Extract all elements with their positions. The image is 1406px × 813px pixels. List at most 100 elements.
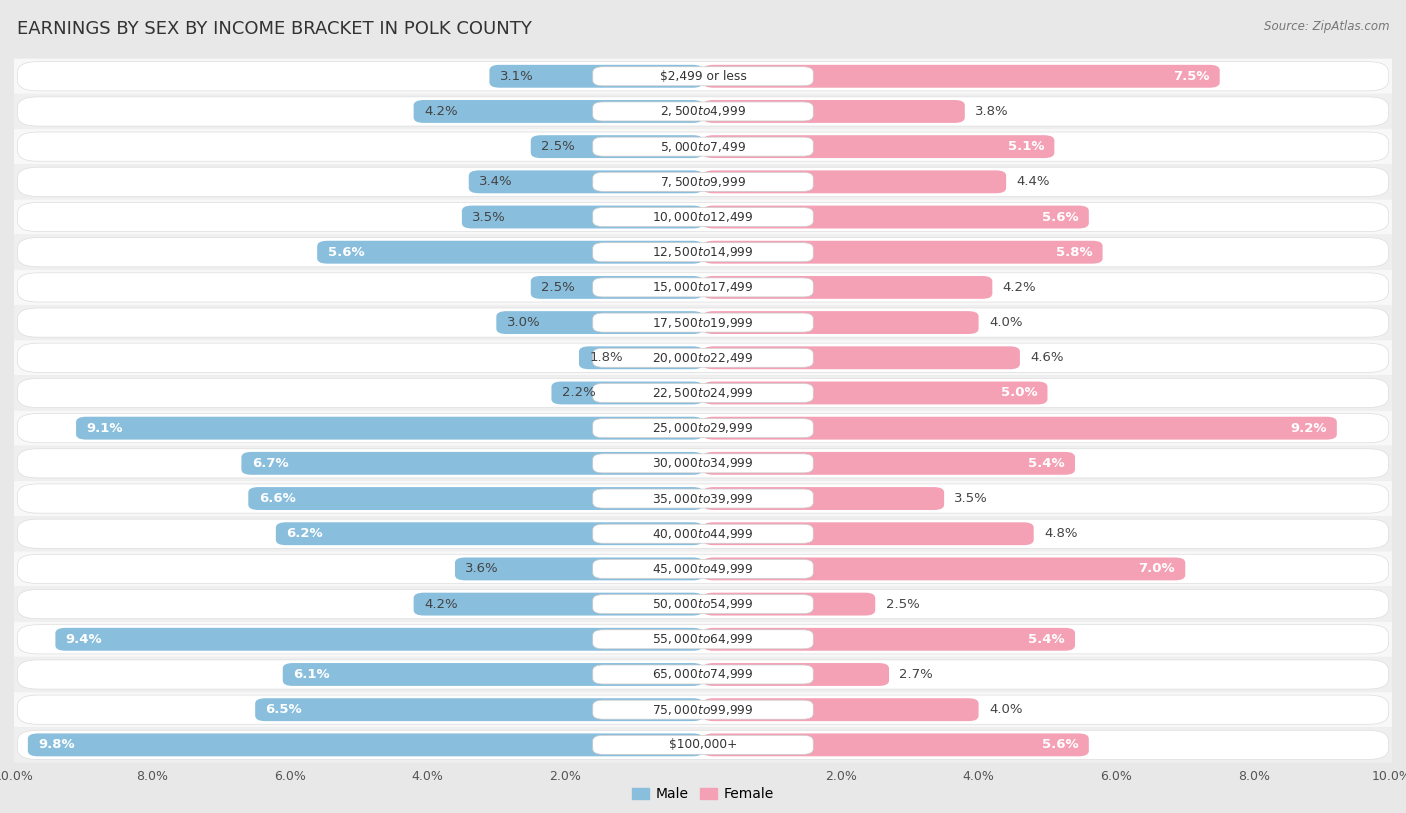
Text: Source: ZipAtlas.com: Source: ZipAtlas.com [1264,20,1389,33]
FancyBboxPatch shape [593,172,813,191]
FancyBboxPatch shape [593,67,813,85]
FancyBboxPatch shape [283,663,703,686]
Legend: Male, Female: Male, Female [627,781,779,806]
FancyBboxPatch shape [14,129,1392,164]
FancyBboxPatch shape [17,554,1389,584]
FancyBboxPatch shape [14,235,1392,270]
FancyBboxPatch shape [55,628,703,650]
Text: 4.0%: 4.0% [988,316,1022,329]
FancyBboxPatch shape [703,522,1033,546]
FancyBboxPatch shape [703,100,965,123]
Text: 1.8%: 1.8% [589,351,623,364]
FancyBboxPatch shape [17,132,1389,161]
FancyBboxPatch shape [703,135,1054,158]
FancyBboxPatch shape [703,663,889,686]
FancyBboxPatch shape [17,273,1389,302]
Text: $65,000 to $74,999: $65,000 to $74,999 [652,667,754,681]
Text: 3.1%: 3.1% [499,70,533,83]
FancyBboxPatch shape [531,135,703,158]
FancyBboxPatch shape [703,346,1019,369]
FancyBboxPatch shape [14,622,1392,657]
FancyBboxPatch shape [703,417,1337,440]
FancyBboxPatch shape [14,199,1392,235]
Text: $12,500 to $14,999: $12,500 to $14,999 [652,246,754,259]
Text: 4.8%: 4.8% [1045,527,1077,540]
FancyBboxPatch shape [14,340,1392,376]
FancyBboxPatch shape [17,730,1389,759]
FancyBboxPatch shape [456,558,703,580]
Text: $100,000+: $100,000+ [669,738,737,751]
Text: 5.6%: 5.6% [1042,211,1078,224]
FancyBboxPatch shape [593,630,813,649]
FancyBboxPatch shape [593,736,813,754]
Text: 3.5%: 3.5% [472,211,506,224]
FancyBboxPatch shape [703,452,1076,475]
Text: $20,000 to $22,499: $20,000 to $22,499 [652,350,754,365]
FancyBboxPatch shape [14,728,1392,763]
FancyBboxPatch shape [593,419,813,437]
FancyBboxPatch shape [14,692,1392,728]
FancyBboxPatch shape [703,381,1047,404]
FancyBboxPatch shape [461,206,703,228]
FancyBboxPatch shape [14,59,1392,93]
FancyBboxPatch shape [14,657,1392,692]
FancyBboxPatch shape [17,167,1389,197]
FancyBboxPatch shape [14,551,1392,586]
FancyBboxPatch shape [593,348,813,367]
Text: $5,000 to $7,499: $5,000 to $7,499 [659,140,747,154]
FancyBboxPatch shape [17,62,1389,91]
Text: 6.7%: 6.7% [252,457,288,470]
FancyBboxPatch shape [468,171,703,193]
FancyBboxPatch shape [703,171,1007,193]
FancyBboxPatch shape [593,243,813,262]
FancyBboxPatch shape [14,516,1392,551]
FancyBboxPatch shape [14,164,1392,199]
Text: 5.1%: 5.1% [1008,140,1045,153]
Text: 4.2%: 4.2% [1002,281,1036,294]
FancyBboxPatch shape [14,93,1392,129]
FancyBboxPatch shape [17,237,1389,267]
Text: $40,000 to $44,999: $40,000 to $44,999 [652,527,754,541]
FancyBboxPatch shape [593,489,813,508]
FancyBboxPatch shape [242,452,703,475]
FancyBboxPatch shape [14,376,1392,411]
FancyBboxPatch shape [17,308,1389,337]
Text: $30,000 to $34,999: $30,000 to $34,999 [652,456,754,471]
Text: 7.5%: 7.5% [1173,70,1209,83]
Text: 2.2%: 2.2% [562,386,596,399]
FancyBboxPatch shape [17,449,1389,478]
FancyBboxPatch shape [17,589,1389,619]
Text: $15,000 to $17,499: $15,000 to $17,499 [652,280,754,294]
Text: $50,000 to $54,999: $50,000 to $54,999 [652,597,754,611]
FancyBboxPatch shape [593,454,813,473]
FancyBboxPatch shape [703,698,979,721]
FancyBboxPatch shape [256,698,703,721]
Text: $22,500 to $24,999: $22,500 to $24,999 [652,386,754,400]
FancyBboxPatch shape [593,137,813,156]
FancyBboxPatch shape [703,206,1088,228]
FancyBboxPatch shape [551,381,703,404]
FancyBboxPatch shape [593,102,813,121]
FancyBboxPatch shape [703,276,993,299]
FancyBboxPatch shape [489,65,703,88]
Text: 6.5%: 6.5% [266,703,302,716]
FancyBboxPatch shape [579,346,703,369]
FancyBboxPatch shape [531,276,703,299]
Text: EARNINGS BY SEX BY INCOME BRACKET IN POLK COUNTY: EARNINGS BY SEX BY INCOME BRACKET IN POL… [17,20,531,38]
Text: 4.4%: 4.4% [1017,176,1050,189]
Text: 4.2%: 4.2% [425,105,457,118]
Text: 9.1%: 9.1% [86,422,122,435]
Text: 9.8%: 9.8% [38,738,75,751]
Text: 5.4%: 5.4% [1028,633,1064,646]
FancyBboxPatch shape [17,378,1389,407]
Text: 7.0%: 7.0% [1139,563,1175,576]
FancyBboxPatch shape [593,384,813,402]
Text: 5.0%: 5.0% [1001,386,1038,399]
FancyBboxPatch shape [593,524,813,543]
Text: 5.6%: 5.6% [328,246,364,259]
FancyBboxPatch shape [17,520,1389,548]
Text: 2.7%: 2.7% [900,668,934,681]
Text: 6.1%: 6.1% [292,668,329,681]
Text: 3.4%: 3.4% [479,176,513,189]
FancyBboxPatch shape [14,446,1392,481]
